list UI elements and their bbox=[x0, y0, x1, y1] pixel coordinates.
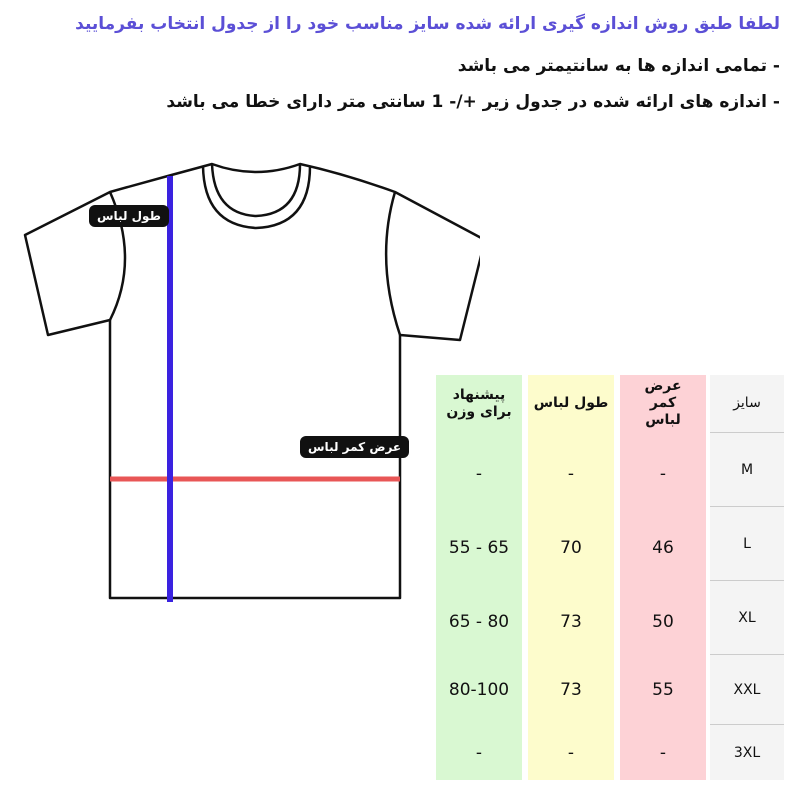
length-cell: 73 bbox=[560, 680, 582, 700]
width-cell: - bbox=[659, 742, 667, 763]
weight-cell: 80-100 bbox=[448, 680, 510, 700]
size-cell: L bbox=[710, 507, 784, 581]
length-column: طول لباس - 70 73 73 - bbox=[528, 375, 614, 780]
instruction-tolerance: - اندازه های ارائه شده در جدول زیر +/- 1… bbox=[166, 92, 780, 112]
width-cell: 46 bbox=[652, 538, 674, 558]
tshirt-outline bbox=[23, 162, 480, 600]
size-column: سایز M L XL XXL 3XL bbox=[710, 375, 784, 780]
size-cell: M bbox=[710, 433, 784, 507]
length-cell: - bbox=[567, 464, 575, 484]
instruction-units: - تمامی اندازه ها به سانتیمتر می باشد bbox=[457, 56, 780, 76]
length-cell: 70 bbox=[560, 538, 582, 558]
size-cell: XXL bbox=[710, 655, 784, 725]
width-column: عرض کمر لباس - 46 50 55 - bbox=[620, 375, 706, 780]
length-cell: 73 bbox=[560, 612, 582, 632]
tshirt-diagram bbox=[23, 162, 480, 602]
weight-header: پیشنهاد برای وزن bbox=[446, 386, 512, 420]
size-header: سایز bbox=[710, 375, 784, 433]
tshirt-collar bbox=[201, 165, 312, 230]
width-cell: - bbox=[659, 464, 667, 484]
width-label: عرض کمر لباس bbox=[300, 436, 410, 458]
length-label: طول لباس bbox=[89, 205, 169, 227]
instruction-title: لطفا طبق روش اندازه گیری ارائه شده سایز … bbox=[75, 14, 780, 34]
weight-column: پیشنهاد برای وزن - 55 - 65 65 - 80 80-10… bbox=[436, 375, 522, 780]
length-cell: - bbox=[567, 742, 575, 763]
weight-cell: 65 - 80 bbox=[448, 612, 510, 632]
length-header: طول لباس bbox=[533, 395, 609, 412]
width-cell: 50 bbox=[652, 612, 674, 632]
size-cell: 3XL bbox=[733, 744, 761, 761]
width-cell: 55 bbox=[652, 680, 674, 700]
weight-cell: - bbox=[475, 464, 483, 484]
weight-cell: 55 - 65 bbox=[448, 538, 510, 558]
width-header: عرض کمر لباس bbox=[644, 378, 682, 428]
size-cell: XL bbox=[710, 581, 784, 655]
weight-cell: - bbox=[475, 742, 483, 763]
